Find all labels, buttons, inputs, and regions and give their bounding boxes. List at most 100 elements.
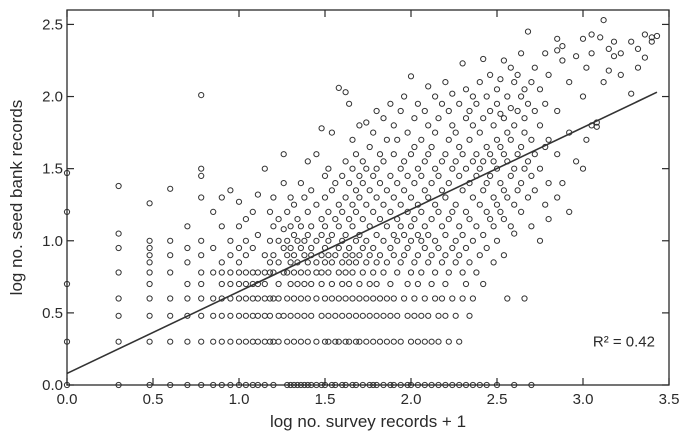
data-point (473, 151, 480, 158)
data-point (335, 244, 342, 252)
data-point (249, 295, 256, 302)
data-point (435, 312, 442, 319)
data-point (438, 158, 446, 165)
data-point (275, 338, 282, 345)
data-point (349, 165, 356, 172)
data-point (536, 86, 544, 93)
data-point (227, 280, 234, 288)
data-point (435, 172, 442, 179)
data-point (376, 338, 384, 345)
data-point (352, 312, 360, 319)
data-point (235, 312, 243, 319)
data-point (425, 312, 432, 319)
data-point (445, 136, 452, 143)
data-point (308, 187, 315, 194)
data-point (610, 38, 618, 45)
data-point (428, 280, 435, 288)
data-point (210, 338, 217, 345)
data-point (507, 223, 514, 230)
data-point (504, 295, 511, 302)
data-point (476, 201, 483, 208)
data-point (411, 180, 418, 187)
data-point (146, 312, 153, 319)
data-point (483, 244, 490, 252)
data-point (459, 151, 466, 158)
data-point (313, 338, 320, 345)
data-point (383, 187, 390, 194)
data-point (383, 223, 390, 230)
data-point (325, 237, 332, 244)
data-point (438, 187, 446, 194)
data-point (394, 312, 401, 319)
data-point (308, 223, 315, 230)
data-point (275, 216, 282, 223)
data-point (332, 180, 339, 187)
data-point (401, 158, 408, 165)
data-point (373, 107, 380, 115)
data-point (218, 194, 225, 201)
data-point (497, 208, 504, 215)
data-point (167, 312, 174, 319)
data-point (284, 252, 291, 259)
data-point (335, 338, 342, 345)
data-point (346, 259, 353, 266)
data-point (514, 71, 521, 79)
data-point (218, 223, 225, 230)
data-point (476, 165, 483, 172)
data-point (352, 208, 360, 215)
data-point (487, 151, 494, 158)
data-point (266, 208, 274, 215)
data-point (404, 312, 411, 319)
data-point (514, 151, 521, 158)
y-tick-label: 0.5 (42, 305, 63, 322)
data-point (198, 92, 205, 99)
data-point (373, 259, 380, 266)
data-point (411, 312, 418, 319)
data-point (280, 151, 287, 158)
data-point (425, 83, 432, 90)
data-point (184, 259, 191, 266)
data-point (363, 259, 370, 266)
data-point (404, 280, 411, 288)
data-point (297, 295, 304, 302)
data-point (167, 185, 174, 192)
data-point (304, 269, 311, 276)
data-point (411, 259, 418, 266)
data-point (579, 35, 587, 42)
data-point (432, 129, 439, 136)
data-point (184, 312, 191, 319)
data-point (438, 295, 446, 302)
data-point (342, 252, 349, 259)
data-point (483, 180, 490, 187)
data-point (490, 158, 497, 165)
data-point (390, 252, 397, 259)
data-point (270, 338, 277, 345)
data-point (456, 338, 463, 345)
data-point (414, 280, 421, 288)
data-point (500, 252, 507, 259)
data-point (648, 38, 655, 45)
data-point (198, 338, 205, 345)
data-point (115, 269, 122, 276)
data-point (313, 269, 320, 276)
data-point (466, 312, 473, 319)
data-point (332, 338, 339, 345)
data-point (313, 201, 320, 208)
data-point (456, 252, 463, 259)
data-point (524, 194, 532, 201)
data-point (346, 216, 353, 223)
data-point (518, 180, 525, 187)
data-point (280, 312, 287, 319)
data-point (528, 136, 535, 143)
data-point (346, 280, 353, 288)
data-point (115, 295, 122, 302)
data-point (487, 107, 494, 115)
data-point (390, 122, 397, 129)
data-point (297, 269, 304, 276)
data-point (401, 187, 408, 194)
data-point (352, 237, 360, 244)
data-point (418, 269, 425, 276)
data-point (442, 79, 449, 86)
data-point (270, 194, 277, 201)
data-point (628, 38, 635, 45)
